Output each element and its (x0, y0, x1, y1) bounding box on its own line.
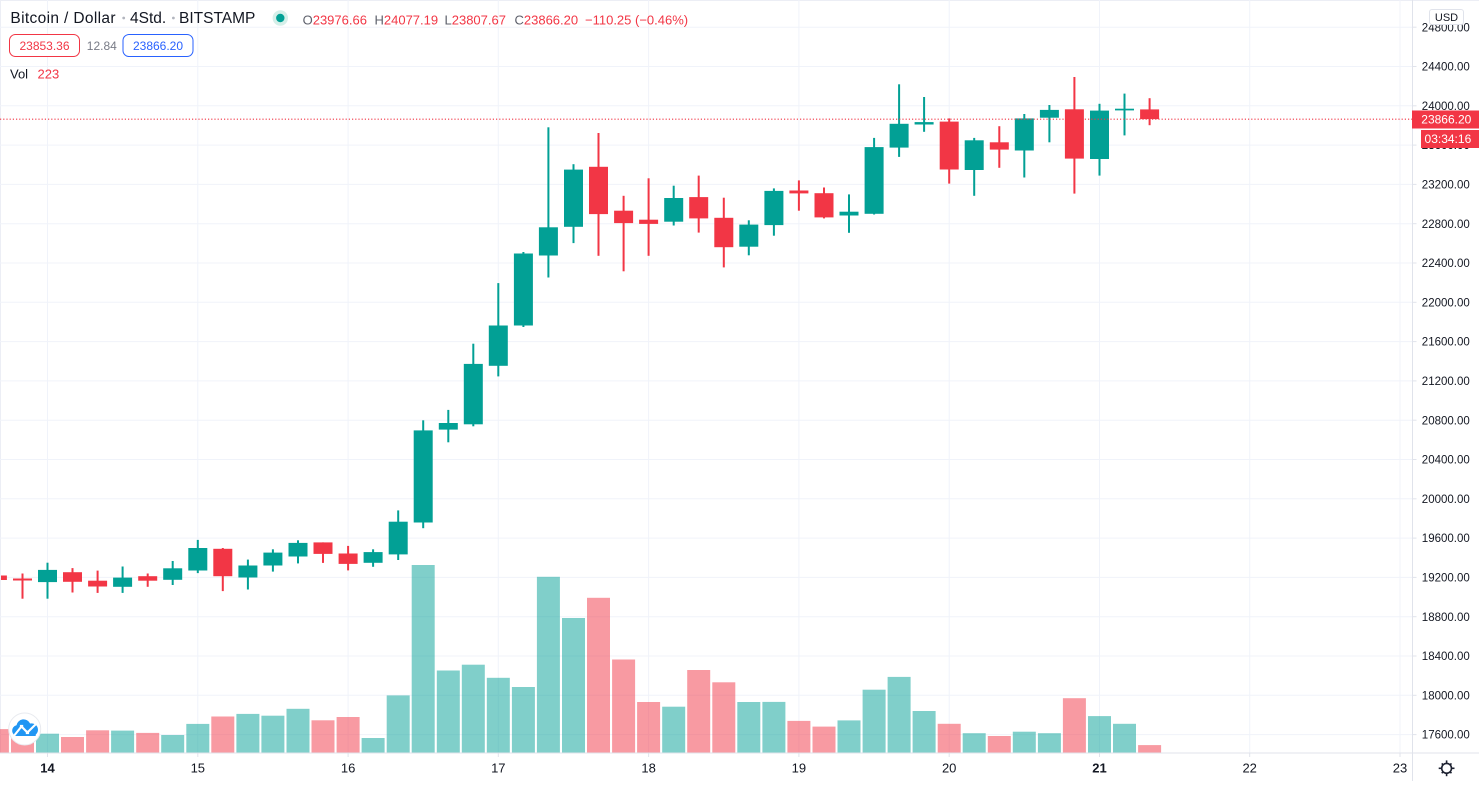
svg-text:03:34:16: 03:34:16 (1425, 132, 1472, 146)
svg-text:22: 22 (1242, 761, 1256, 776)
svg-text:223: 223 (38, 67, 60, 82)
svg-text:23200.00: 23200.00 (1422, 180, 1470, 192)
svg-text:23866.20: 23866.20 (1421, 113, 1471, 127)
svg-text:H24077.19: H24077.19 (375, 13, 439, 28)
svg-text:17: 17 (491, 761, 505, 776)
svg-text:20000.00: 20000.00 (1422, 494, 1470, 506)
svg-text:18800.00: 18800.00 (1422, 612, 1470, 624)
svg-text:19200.00: 19200.00 (1422, 573, 1470, 585)
svg-text:Vol: Vol (10, 67, 28, 82)
svg-text:BITSTAMP: BITSTAMP (179, 10, 255, 27)
svg-text:19: 19 (792, 761, 806, 776)
svg-text:4Std.: 4Std. (130, 10, 166, 27)
svg-text:24000.00: 24000.00 (1422, 101, 1470, 113)
svg-text:17600.00: 17600.00 (1422, 730, 1470, 742)
svg-text:O23976.66: O23976.66 (303, 13, 367, 28)
svg-text:18000.00: 18000.00 (1422, 690, 1470, 702)
svg-text:23: 23 (1393, 761, 1407, 776)
svg-text:L23807.67: L23807.67 (445, 13, 506, 28)
svg-text:20400.00: 20400.00 (1422, 455, 1470, 467)
svg-text:20800.00: 20800.00 (1422, 415, 1470, 427)
svg-text:20: 20 (942, 761, 956, 776)
svg-text:Bitcoin / Dollar: Bitcoin / Dollar (10, 10, 116, 27)
svg-text:21: 21 (1092, 761, 1106, 776)
svg-text:14: 14 (40, 761, 55, 776)
svg-text:22800.00: 22800.00 (1422, 219, 1470, 231)
svg-text:21200.00: 21200.00 (1422, 376, 1470, 388)
svg-text:23866.20: 23866.20 (133, 39, 183, 53)
svg-text:22000.00: 22000.00 (1422, 297, 1470, 309)
svg-text:23853.36: 23853.36 (19, 39, 69, 53)
svg-text:−110.25 (−0.46%): −110.25 (−0.46%) (585, 13, 688, 28)
svg-text:22400.00: 22400.00 (1422, 258, 1470, 270)
svg-text:16: 16 (341, 761, 355, 776)
svg-text:21600.00: 21600.00 (1422, 337, 1470, 349)
svg-text:24800.00: 24800.00 (1422, 22, 1470, 34)
svg-text:24400.00: 24400.00 (1422, 62, 1470, 74)
svg-text:19600.00: 19600.00 (1422, 533, 1470, 545)
svg-text:15: 15 (191, 761, 205, 776)
svg-text:12.84: 12.84 (87, 39, 117, 53)
svg-text:18400.00: 18400.00 (1422, 651, 1470, 663)
svg-text:C23866.20: C23866.20 (515, 13, 579, 28)
svg-text:USD: USD (1435, 12, 1458, 24)
svg-text:18: 18 (641, 761, 655, 776)
